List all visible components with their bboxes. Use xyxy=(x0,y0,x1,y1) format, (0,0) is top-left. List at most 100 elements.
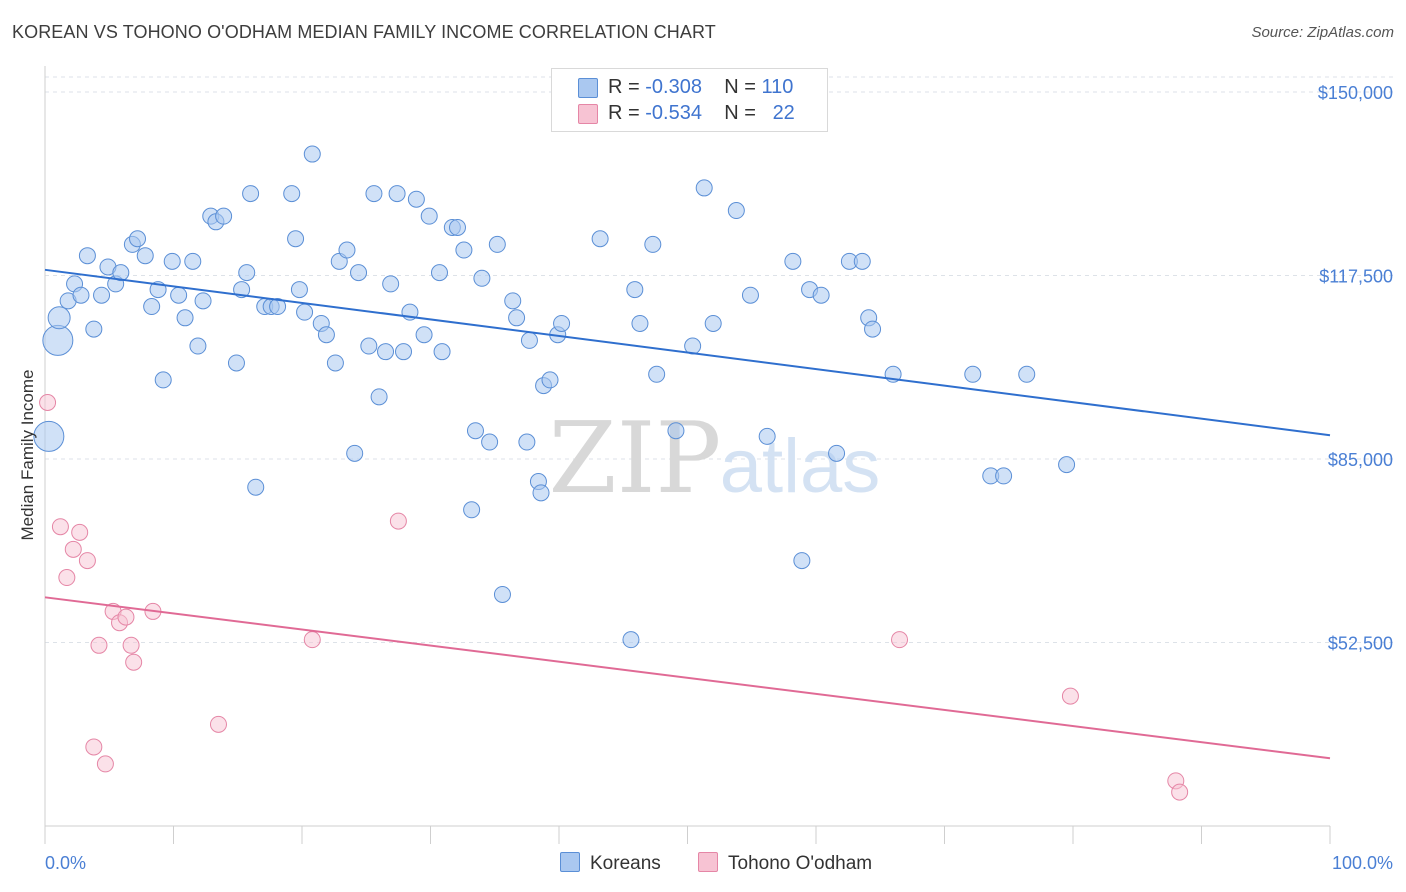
point-tohono xyxy=(1171,783,1189,801)
point-korean xyxy=(520,331,538,349)
point-korean xyxy=(415,326,433,344)
point-korean xyxy=(388,185,406,203)
point-korean xyxy=(47,306,71,330)
point-korean xyxy=(382,275,400,293)
point-korean xyxy=(727,202,745,220)
point-tohono xyxy=(90,636,108,654)
point-korean xyxy=(864,320,882,338)
point-tohono xyxy=(125,653,143,671)
point-korean xyxy=(350,264,368,282)
point-korean xyxy=(143,298,161,316)
point-korean xyxy=(296,303,314,321)
point-korean xyxy=(93,286,111,304)
point-korean xyxy=(184,252,202,270)
point-korean xyxy=(448,218,466,236)
point-tohono xyxy=(96,755,114,773)
point-korean xyxy=(541,371,559,389)
legend-r-value: -0.308 xyxy=(645,76,702,98)
legend-series-koreans: Koreans xyxy=(590,853,661,874)
point-tohono xyxy=(303,631,321,649)
tohono-points xyxy=(39,394,1189,801)
point-tohono xyxy=(39,394,57,412)
point-korean xyxy=(194,292,212,310)
point-korean xyxy=(238,264,256,282)
point-korean xyxy=(626,281,644,299)
legend-swatch-pink xyxy=(698,852,718,872)
point-korean xyxy=(227,354,245,372)
point-korean xyxy=(269,298,287,316)
point-korean xyxy=(338,241,356,259)
x-tick-label: 0.0% xyxy=(45,853,86,873)
point-korean xyxy=(488,235,506,253)
point-korean xyxy=(532,484,550,502)
legend-n-value: 110 xyxy=(761,76,794,98)
point-korean xyxy=(129,230,147,248)
point-korean xyxy=(508,309,526,327)
point-korean xyxy=(758,427,776,445)
point-korean xyxy=(553,314,571,332)
point-korean xyxy=(793,552,811,570)
y-axis-title: Median Family Income xyxy=(18,369,37,540)
point-korean xyxy=(326,354,344,372)
point-korean xyxy=(287,230,305,248)
point-korean xyxy=(504,292,522,310)
tick-labels: $52,500 $85,000 $117,500 $150,000 0.0% 100.0% xyxy=(45,83,1393,873)
point-korean xyxy=(481,433,499,451)
legend-series-tohono: Tohono O'odham xyxy=(728,853,873,874)
point-tohono xyxy=(891,631,909,649)
point-korean xyxy=(812,286,830,304)
point-korean xyxy=(518,433,536,451)
y-tick-label: $117,500 xyxy=(1319,266,1393,286)
point-tohono xyxy=(78,552,96,570)
legend-r-label: R = xyxy=(608,102,640,124)
point-tohono xyxy=(1061,687,1079,705)
point-korean xyxy=(176,309,194,327)
legend-swatch-blue xyxy=(578,78,598,98)
trend-line-koreans xyxy=(44,268,1331,437)
point-tohono xyxy=(209,715,227,733)
point-korean xyxy=(622,631,640,649)
point-korean xyxy=(303,145,321,163)
point-tohono xyxy=(117,608,135,626)
bottom-legend-koreans: Koreans xyxy=(560,852,661,875)
point-korean xyxy=(215,207,233,225)
point-korean xyxy=(370,388,388,406)
point-korean xyxy=(455,241,473,259)
point-korean xyxy=(704,314,722,332)
point-tohono xyxy=(64,540,82,558)
x-tick-label: 100.0% xyxy=(1332,853,1393,873)
point-tohono xyxy=(51,518,69,536)
legend-n-value: 22 xyxy=(772,102,795,124)
point-korean xyxy=(591,230,609,248)
point-korean xyxy=(648,365,666,383)
point-korean xyxy=(170,286,188,304)
point-korean xyxy=(1058,456,1076,474)
watermark: ZIP atlas xyxy=(549,402,881,516)
point-korean xyxy=(233,281,251,299)
point-korean xyxy=(242,185,260,203)
point-korean xyxy=(283,185,301,203)
point-tohono xyxy=(58,569,76,587)
legend-n-label: N = xyxy=(724,76,756,98)
point-korean xyxy=(741,286,759,304)
point-korean xyxy=(112,264,130,282)
legend-swatch-blue xyxy=(560,852,580,872)
point-korean xyxy=(995,467,1013,485)
point-korean xyxy=(85,320,103,338)
point-korean xyxy=(346,444,364,462)
point-korean xyxy=(360,337,378,355)
point-korean xyxy=(433,343,451,361)
koreans-points xyxy=(33,100,1076,649)
point-tohono xyxy=(122,636,140,654)
trend-lines xyxy=(44,268,1331,760)
point-korean xyxy=(317,326,335,344)
point-tohono xyxy=(85,738,103,756)
point-korean xyxy=(430,264,448,282)
point-korean xyxy=(377,343,395,361)
bottom-legend-tohono: Tohono O'odham xyxy=(698,852,872,875)
trend-line-tohono xyxy=(44,596,1331,760)
chart-title: KOREAN VS TOHONO O'ODHAM MEDIAN FAMILY I… xyxy=(12,22,716,42)
point-korean xyxy=(290,281,308,299)
correlation-legend: R = -0.308 N = 110 R = -0.534 N = 22 xyxy=(551,68,828,132)
